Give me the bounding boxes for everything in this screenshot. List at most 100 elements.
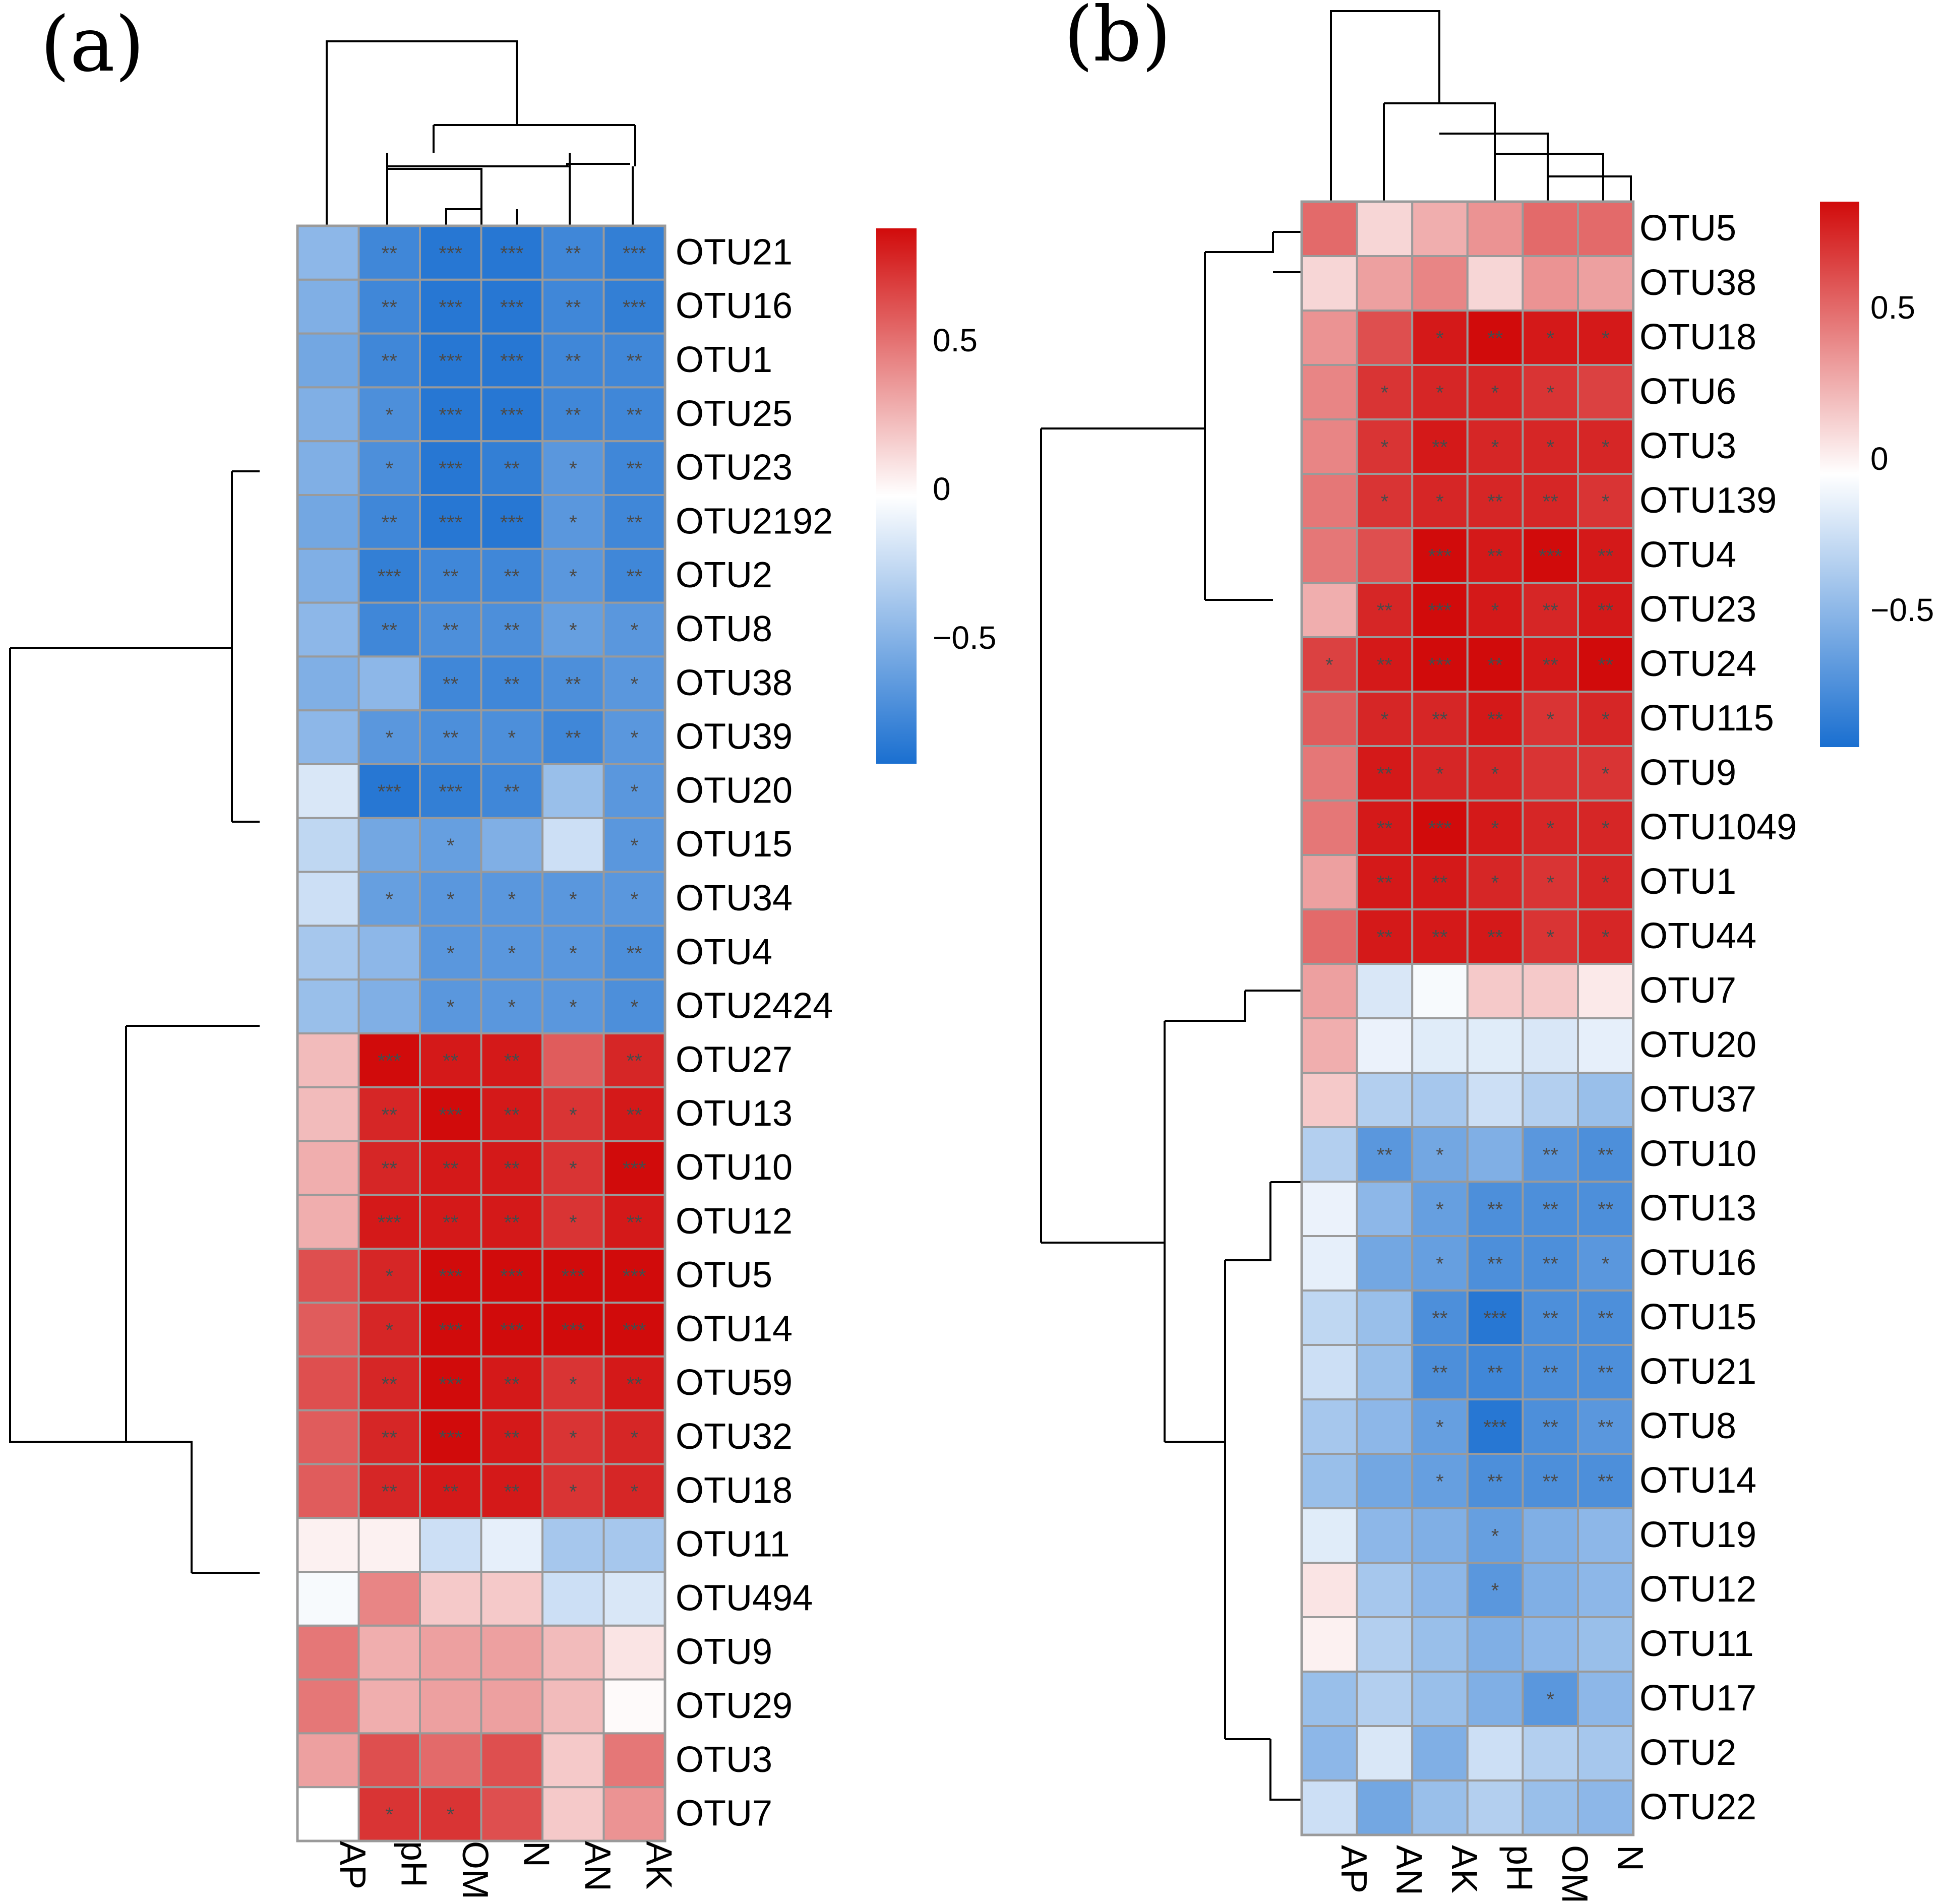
heatmap-cell-OTU2-AN xyxy=(1356,1725,1414,1782)
heatmap-cell-OTU12-AK xyxy=(1411,1562,1469,1618)
significance-mark: ** xyxy=(1543,1417,1558,1439)
significance-mark: ** xyxy=(443,1050,458,1072)
significance-mark: ** xyxy=(1487,654,1503,677)
heatmap-cell-OTU32-AP xyxy=(296,1409,360,1465)
heatmap-cell-OTU13-pH xyxy=(357,1086,421,1142)
heatmap-cell-OTU2192-OM xyxy=(419,494,482,550)
significance-mark: * xyxy=(1491,818,1499,840)
significance-mark: * xyxy=(385,727,393,749)
heatmap-cell-OTU18-OM xyxy=(1522,310,1579,366)
significance-mark: ** xyxy=(1598,545,1613,568)
row-label-OTU8: OTU8 xyxy=(676,609,772,649)
significance-mark: ** xyxy=(1377,872,1392,894)
heatmap-cell-OTU8-AK xyxy=(1411,1398,1469,1455)
heatmap-cell-OTU12-N xyxy=(1577,1562,1634,1618)
heatmap-cell-OTU1049-AN xyxy=(1356,800,1414,856)
heatmap-cell-OTU23-OM xyxy=(419,440,482,497)
row-label-OTU29: OTU29 xyxy=(676,1686,793,1726)
significance-mark: * xyxy=(1546,927,1554,949)
heatmap-cell-OTU2-N xyxy=(1577,1725,1634,1782)
heatmap-cell-OTU139-AK xyxy=(1411,473,1469,529)
heatmap-cell-OTU29-OM xyxy=(419,1678,482,1735)
row-label-OTU12: OTU12 xyxy=(676,1201,793,1242)
significance-mark: * xyxy=(569,1427,577,1449)
heatmap-frame xyxy=(1300,200,1635,1836)
heatmap-cell-OTU1-AK xyxy=(1411,854,1469,910)
significance-mark: ** xyxy=(443,1158,458,1180)
significance-mark: ** xyxy=(382,296,397,319)
heatmap-cell-OTU37-AN xyxy=(1356,1072,1414,1128)
significance-mark: ** xyxy=(1487,927,1503,949)
panel-b-row-dendrogram xyxy=(1040,231,1301,1801)
significance-mark: * xyxy=(447,942,455,964)
heatmap-cell-OTU11-AP xyxy=(1301,1616,1358,1673)
heatmap-cell-OTU3-N xyxy=(480,1732,543,1789)
significance-mark: ** xyxy=(504,620,520,642)
heatmap-cell-OTU19-pH xyxy=(1466,1507,1524,1564)
heatmap-cell-OTU2-AK xyxy=(1411,1725,1469,1782)
heatmap-cell-OTU29-AN xyxy=(541,1678,605,1735)
significance-mark: ** xyxy=(1543,1471,1558,1493)
heatmap-cell-OTU38-AP xyxy=(296,655,360,712)
significance-mark: ** xyxy=(1543,1144,1558,1166)
heatmap-frame xyxy=(296,224,666,1842)
heatmap-cell-OTU10-AP xyxy=(1301,1126,1358,1183)
significance-mark: ** xyxy=(627,566,642,588)
heatmap-cell-OTU18-N xyxy=(480,1463,543,1519)
significance-mark: ** xyxy=(627,404,642,426)
significance-mark: * xyxy=(1436,382,1444,404)
significance-mark: * xyxy=(1546,709,1554,731)
heatmap-cell-OTU11-AN xyxy=(541,1517,605,1573)
significance-mark: *** xyxy=(439,1319,462,1341)
heatmap-cell-OTU16-AN xyxy=(1356,1235,1414,1292)
panel-b-row-labels: OTU5 OTU38 OTU18 OTU6 OTU3 OTU139 OTU4 OTU23 OTU… xyxy=(1639,208,1797,1827)
significance-mark: ** xyxy=(1377,600,1392,622)
significance-mark: *** xyxy=(439,1104,462,1126)
significance-mark: ** xyxy=(1598,600,1613,622)
heatmap-cell-OTU19-OM xyxy=(1522,1507,1579,1564)
significance-mark: *** xyxy=(1428,818,1452,840)
panel-a-color-legend: 0.5 0 −0.5 xyxy=(876,228,996,764)
heatmap-cell-OTU39-OM xyxy=(419,709,482,765)
heatmap-cell-OTU16-AK xyxy=(1411,1235,1469,1292)
significance-mark: ** xyxy=(565,350,581,373)
significance-mark: *** xyxy=(1483,1308,1507,1330)
significance-mark: * xyxy=(1546,437,1554,459)
heatmap-cell-OTU13-N xyxy=(480,1086,543,1142)
heatmap-cell-OTU21-OM xyxy=(1522,1344,1579,1400)
heatmap-cell-OTU13-AP xyxy=(1301,1181,1358,1237)
heatmap-cell-OTU25-AN xyxy=(541,386,605,443)
significance-mark: ** xyxy=(1432,709,1447,731)
heatmap-cell-OTU11-AK xyxy=(602,1517,666,1573)
significance-mark: *** xyxy=(561,1319,585,1341)
row-label-OTU9: OTU9 xyxy=(1639,753,1736,793)
significance-mark: * xyxy=(569,458,577,480)
significance-mark: * xyxy=(385,1804,393,1826)
significance-mark: *** xyxy=(561,1265,585,1287)
heatmap-cell-OTU2424-AK xyxy=(602,978,666,1034)
row-label-OTU1049: OTU1049 xyxy=(1639,807,1797,847)
panel-a-column-dendrogram xyxy=(326,40,636,237)
heatmap-cell-OTU8-OM xyxy=(419,601,482,658)
heatmap-cell-OTU2192-AN xyxy=(541,494,605,550)
significance-mark: ** xyxy=(382,1104,397,1126)
row-label-OTU2: OTU2 xyxy=(676,555,772,595)
significance-mark: * xyxy=(1546,382,1554,404)
significance-mark: ** xyxy=(1543,1308,1558,1330)
heatmap-cell-OTU29-AP xyxy=(296,1678,360,1735)
significance-mark: ** xyxy=(1598,1362,1613,1384)
heatmap-cell-OTU9-N xyxy=(1577,745,1634,802)
significance-mark: * xyxy=(1436,491,1444,513)
heatmap-cell-OTU10-AK xyxy=(602,1140,666,1196)
significance-mark: ** xyxy=(1487,1362,1503,1384)
significance-mark: *** xyxy=(500,242,524,265)
heatmap-cell-OTU139-pH xyxy=(1466,473,1524,529)
heatmap-cell-OTU15-AP xyxy=(296,817,360,873)
heatmap-cell-OTU24-pH xyxy=(1466,636,1524,693)
significance-mark: ** xyxy=(1487,545,1503,568)
heatmap-cell-OTU13-AN xyxy=(1356,1181,1414,1237)
significance-mark: ** xyxy=(443,1211,458,1234)
significance-mark: ** xyxy=(1543,600,1558,622)
significance-mark: ** xyxy=(627,350,642,373)
significance-mark: *** xyxy=(500,350,524,373)
